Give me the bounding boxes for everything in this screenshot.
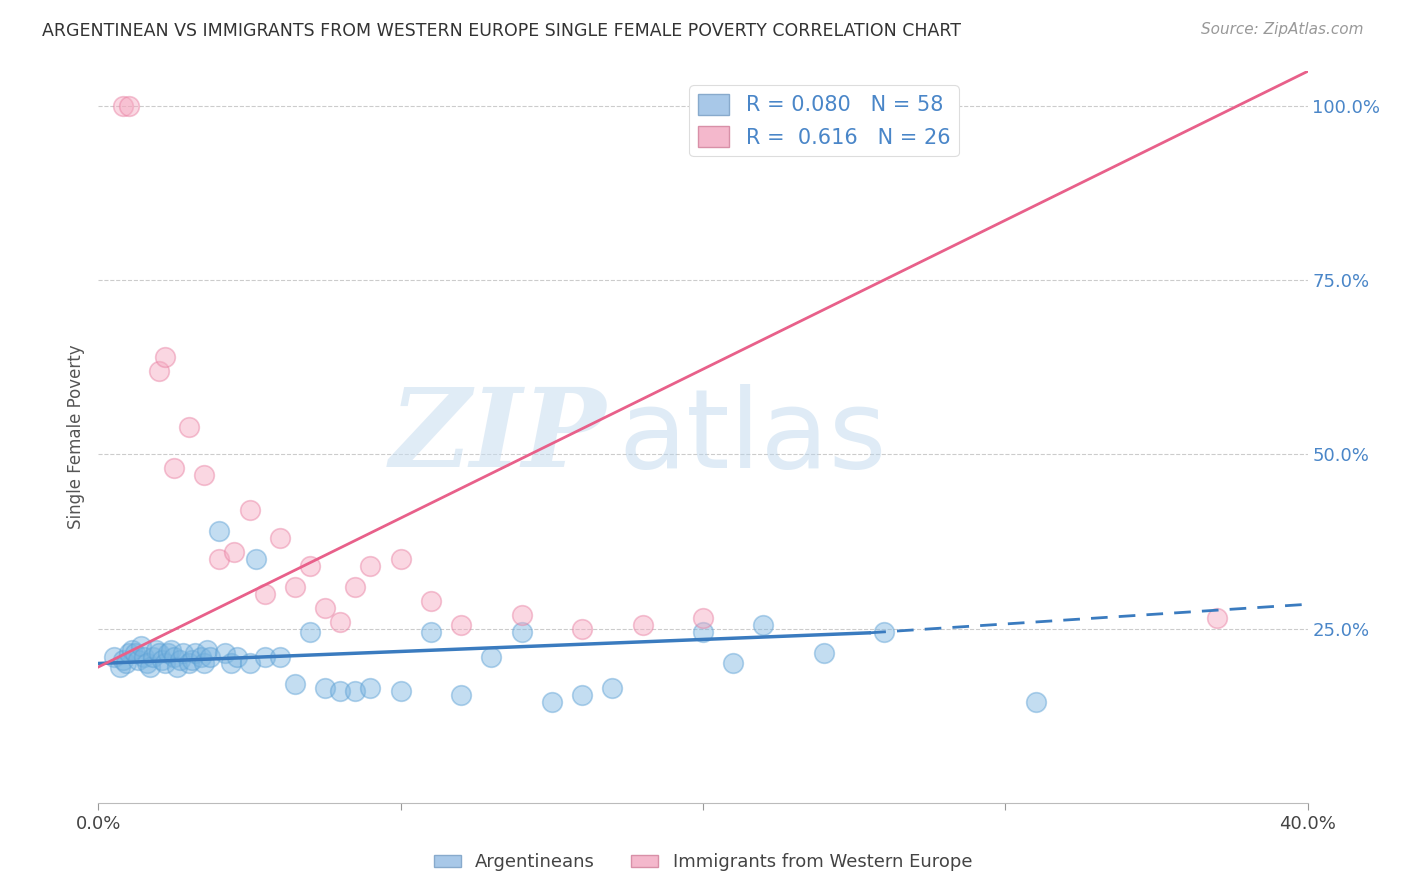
Point xyxy=(873,625,896,640)
Point xyxy=(360,558,382,573)
Point xyxy=(420,594,443,608)
Point xyxy=(239,657,262,671)
Point xyxy=(103,649,125,664)
Point xyxy=(150,653,173,667)
Point xyxy=(163,461,186,475)
Point xyxy=(389,552,412,566)
Point xyxy=(481,649,503,664)
Point xyxy=(360,681,382,695)
Point xyxy=(148,646,170,660)
Point xyxy=(153,350,176,364)
Point xyxy=(118,646,141,660)
Point xyxy=(124,646,146,660)
Legend: R = 0.080   N = 58, R =  0.616   N = 26: R = 0.080 N = 58, R = 0.616 N = 26 xyxy=(689,86,959,156)
Point xyxy=(226,649,249,664)
Point xyxy=(190,649,212,664)
Point xyxy=(135,657,157,671)
Point xyxy=(314,681,336,695)
Point xyxy=(166,660,188,674)
Point xyxy=(329,684,352,698)
Point xyxy=(169,653,191,667)
Point xyxy=(631,618,654,632)
Point xyxy=(510,607,533,622)
Point xyxy=(221,657,243,671)
Point xyxy=(181,653,204,667)
Point xyxy=(184,646,207,660)
Point xyxy=(148,364,170,378)
Point xyxy=(239,503,262,517)
Point xyxy=(284,677,307,691)
Text: atlas: atlas xyxy=(619,384,887,491)
Point xyxy=(153,657,176,671)
Point xyxy=(127,653,149,667)
Point xyxy=(540,695,562,709)
Point xyxy=(139,660,162,674)
Point xyxy=(389,684,412,698)
Text: ARGENTINEAN VS IMMIGRANTS FROM WESTERN EUROPE SINGLE FEMALE POVERTY CORRELATION : ARGENTINEAN VS IMMIGRANTS FROM WESTERN E… xyxy=(42,22,962,40)
Point xyxy=(1206,611,1229,625)
Point xyxy=(179,419,201,434)
Text: ZIP: ZIP xyxy=(389,384,606,491)
Point xyxy=(692,625,714,640)
Point xyxy=(299,558,322,573)
Point xyxy=(571,622,593,636)
Point xyxy=(111,99,134,113)
Point xyxy=(344,580,367,594)
Point xyxy=(284,580,307,594)
Point xyxy=(156,646,179,660)
Point xyxy=(329,615,352,629)
Point xyxy=(450,688,472,702)
Point xyxy=(114,657,136,671)
Point xyxy=(253,649,276,664)
Point xyxy=(692,611,714,625)
Point xyxy=(163,649,186,664)
Point xyxy=(752,618,775,632)
Point xyxy=(224,545,246,559)
Point xyxy=(208,552,231,566)
Point xyxy=(160,642,183,657)
Point xyxy=(118,99,141,113)
Point xyxy=(142,649,165,664)
Point xyxy=(299,625,322,640)
Point xyxy=(253,587,276,601)
Point xyxy=(214,646,236,660)
Point xyxy=(269,649,291,664)
Point xyxy=(723,657,745,671)
Point xyxy=(344,684,367,698)
Point xyxy=(420,625,443,640)
Point xyxy=(111,653,134,667)
Point xyxy=(602,681,624,695)
Point xyxy=(179,657,201,671)
Point xyxy=(121,642,143,657)
Point xyxy=(208,524,231,538)
Point xyxy=(1024,695,1046,709)
Point xyxy=(571,688,593,702)
Point xyxy=(108,660,131,674)
Point xyxy=(510,625,533,640)
Point xyxy=(129,639,152,653)
Point xyxy=(245,552,267,566)
Point xyxy=(193,657,215,671)
Point xyxy=(450,618,472,632)
Point xyxy=(193,468,215,483)
Y-axis label: Single Female Poverty: Single Female Poverty xyxy=(66,345,84,529)
Point xyxy=(195,642,218,657)
Point xyxy=(314,600,336,615)
Legend: Argentineans, Immigrants from Western Europe: Argentineans, Immigrants from Western Eu… xyxy=(426,847,980,879)
Point xyxy=(172,646,194,660)
Point xyxy=(269,531,291,545)
Point xyxy=(132,649,155,664)
Point xyxy=(200,649,222,664)
Point xyxy=(145,642,167,657)
Point xyxy=(813,646,835,660)
Text: Source: ZipAtlas.com: Source: ZipAtlas.com xyxy=(1201,22,1364,37)
